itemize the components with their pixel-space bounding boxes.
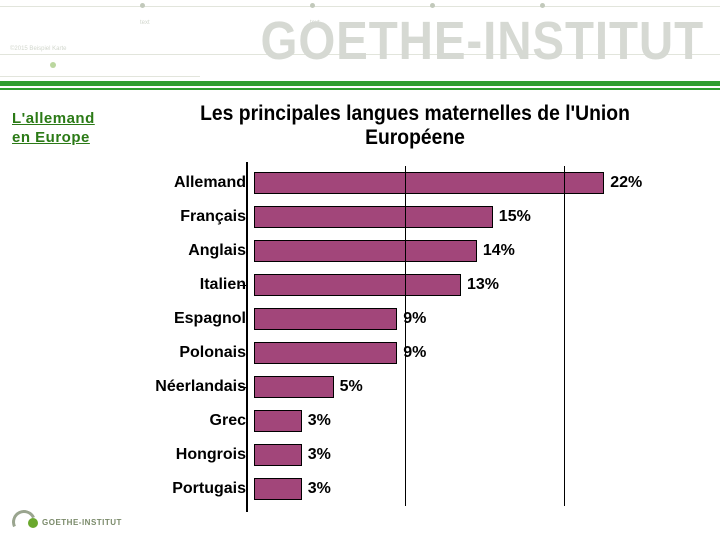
value-label: 22% [610,174,642,192]
bar [254,342,397,364]
goethe-logo-mark-icon [12,510,36,534]
category-label: Espagnol [128,310,254,328]
category-label: Hongrois [128,446,254,464]
plot-cell: 14% [254,234,652,268]
chart-row: Allemand 22% [128,166,702,200]
bar [254,240,477,262]
chart-row: Grec 3% [128,404,702,438]
bar [254,172,604,194]
value-label: 3% [308,446,331,464]
plot-cell: 3% [254,472,652,506]
chart-row: Espagnol 9% [128,302,702,336]
chart-row: Néerlandais 5% [128,370,702,404]
category-label: Portugais [128,480,254,498]
header-band: ©2015 Beispiel Karte text text GOETHE-IN… [0,0,720,90]
plot-cell: 22% [254,166,652,200]
value-label: 13% [467,276,499,294]
chart-row: Polonais 9% [128,336,702,370]
plot-cell: 9% [254,302,652,336]
plot-cell: 13% [254,268,652,302]
sidebar-title: L'allemand en Europe [12,110,118,148]
value-label: 3% [308,412,331,430]
sidebar-title-line1: L'allemand [12,110,95,127]
value-label: 3% [308,480,331,498]
header-rule-thick [0,81,720,86]
plot-cell: 3% [254,438,652,472]
value-label: 5% [340,378,363,396]
chart-row: Anglais 14% [128,234,702,268]
plot-cell: 15% [254,200,652,234]
bar [254,206,493,228]
bar [254,376,334,398]
bar [254,478,302,500]
plot-cell: 5% [254,370,652,404]
sidebar: L'allemand en Europe GOETHE-INSTITUT [0,90,128,540]
chart-row: Français 15% [128,200,702,234]
goethe-logo: GOETHE-INSTITUT [12,510,122,534]
bar [254,444,302,466]
value-label: 9% [403,310,426,328]
category-label: Polonais [128,344,254,362]
chart-row: Portugais 3% [128,472,702,506]
chart-area: Les principales langues maternelles de l… [128,90,720,540]
category-label: Allemand [128,174,254,192]
bar [254,410,302,432]
brand-title: GOETHE-INSTITUT [260,10,704,72]
category-label: Néerlandais [128,378,254,396]
content: L'allemand en Europe GOETHE-INSTITUT Les… [0,90,720,540]
value-label: 14% [483,242,515,260]
chart-grid: Allemand 22% Français 15% Anglais 14% Italien 1… [128,166,702,506]
category-label: Anglais [128,242,254,260]
plot-cell: 9% [254,336,652,370]
bar [254,308,397,330]
category-label: Français [128,208,254,226]
plot-cell: 3% [254,404,652,438]
chart-title: Les principales langues maternelles de l… [151,102,679,150]
chart-row: Italien 13% [128,268,702,302]
sidebar-title-line2: en Europe [12,129,90,146]
chart-row: Hongrois 3% [128,438,702,472]
bar [254,274,461,296]
value-label: 9% [403,344,426,362]
category-label: Italien [128,276,254,294]
goethe-logo-text: GOETHE-INSTITUT [42,518,122,527]
category-label: Grec [128,412,254,430]
value-label: 15% [499,208,531,226]
